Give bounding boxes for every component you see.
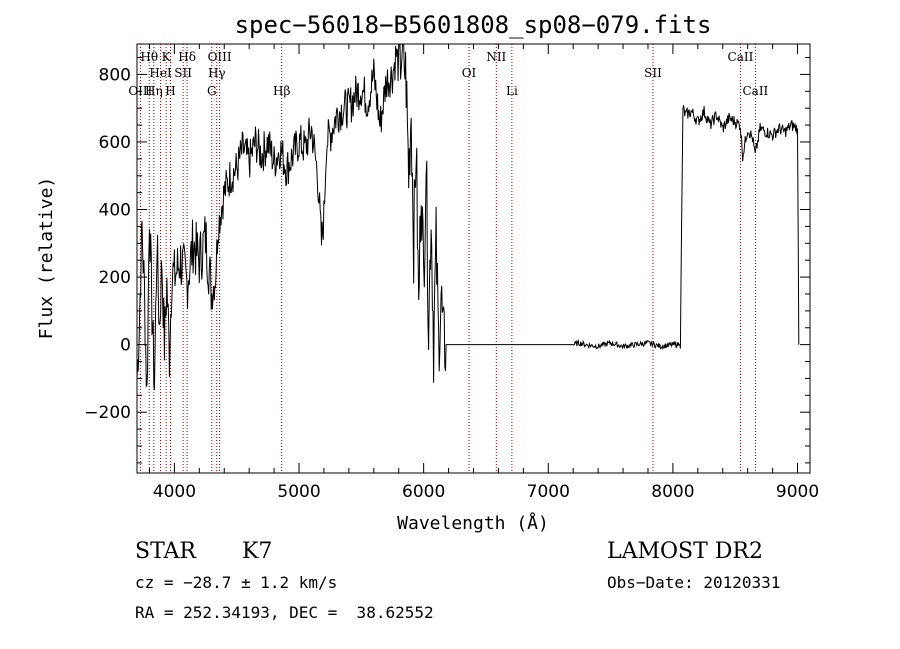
x-tick-label: 5000 (277, 482, 320, 502)
survey-name: LAMOST DR2 (607, 539, 763, 564)
y-axis-ticks: −200 0 200 400 600 800 (84, 57, 810, 464)
y-tick-label: 600 (99, 133, 131, 153)
y-axis-label: Flux (relative) (36, 177, 57, 340)
spectrum-series-line (136, 43, 800, 391)
spectral-line-label: NII (486, 50, 506, 64)
spectral-line-labels: HθHηHeIOIIIKHSIIHδGHγOIIIHβOINIILiSIICaI… (128, 50, 768, 98)
spectral-line-label: CaII (742, 84, 768, 98)
spectral-line-label: K (162, 50, 172, 64)
spectral-line-label: SII (174, 66, 192, 80)
x-tick-label: 9000 (776, 482, 819, 502)
observation-date: Obs−Date: 20120331 (607, 573, 781, 592)
spectral-line-label: H (165, 84, 175, 98)
coordinates: RA = 252.34193, DEC = 38.62552 (135, 603, 434, 622)
x-axis-ticks: 4000 5000 6000 7000 8000 9000 (148, 44, 819, 502)
spectral-line-label: Hβ (273, 84, 290, 98)
y-tick-label: −200 (84, 403, 131, 423)
x-axis-label: Wavelength (Å) (397, 512, 549, 534)
object-type: STAR (135, 539, 196, 564)
plot-frame (136, 43, 811, 474)
y-tick-label: 200 (99, 268, 131, 288)
spectral-line-label: Hδ (178, 50, 196, 64)
x-tick-label: 7000 (527, 482, 570, 502)
x-tick-label: 8000 (651, 482, 694, 502)
y-tick-label: 400 (99, 201, 131, 221)
spectral-line-markers (139, 44, 756, 473)
object-subclass: K7 (242, 539, 273, 564)
spectral-line-label: SII (644, 66, 662, 80)
spectral-line-label: CaII (728, 50, 754, 64)
spectral-line-label: Hγ (208, 66, 226, 80)
spectral-line-label: OIII (208, 50, 232, 64)
spectral-line-label: G (207, 84, 217, 98)
spectral-line-label: Hη (145, 84, 163, 98)
chart-title: spec−56018−B5601808_sp08−079.fits (235, 11, 712, 39)
y-tick-label: 0 (120, 336, 131, 356)
redshift-velocity: cz = −28.7 ± 1.2 km/s (135, 573, 338, 592)
spectral-line-label: HeI (149, 66, 172, 80)
spectral-line-label: Li (506, 84, 518, 98)
x-tick-label: 6000 (402, 482, 445, 502)
y-tick-label: 800 (99, 65, 131, 85)
x-tick-label: 4000 (153, 482, 196, 502)
spectral-line-label: Hθ (140, 50, 158, 64)
spectral-line-label: OI (462, 66, 477, 80)
